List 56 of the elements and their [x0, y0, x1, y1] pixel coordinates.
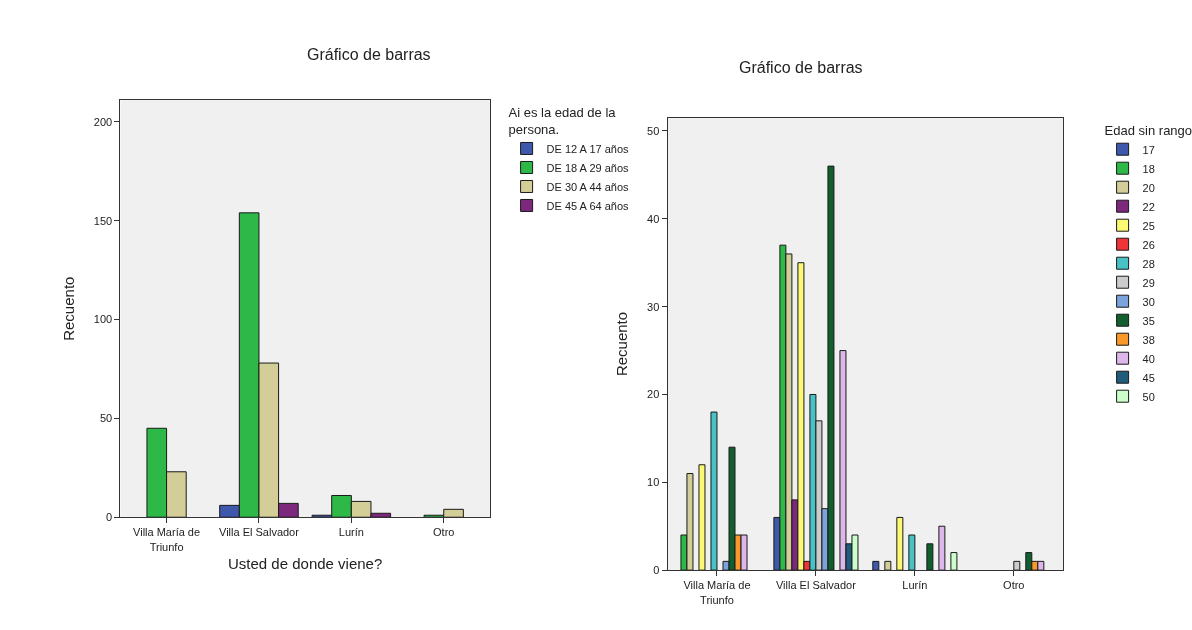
- bar: [839, 350, 847, 571]
- x-tick-label: Lurín: [902, 579, 928, 592]
- y-tick-label: 0: [106, 511, 113, 524]
- legend-label: 22: [1142, 200, 1155, 213]
- x-tick-label: Lurín: [338, 526, 364, 539]
- bar: [1013, 560, 1021, 571]
- y-tick-label: 50: [99, 412, 113, 425]
- legend-label: DE 45 A 64 años: [546, 199, 630, 212]
- chart-title: Gráfico de barras: [307, 46, 431, 63]
- y-axis-title: Recuento: [60, 276, 78, 341]
- bar: [710, 411, 718, 571]
- legend-label: DE 18 A 29 años: [546, 161, 630, 174]
- bar: [698, 464, 706, 571]
- bar: [896, 516, 904, 571]
- y-axis-title: Recuento: [613, 311, 631, 377]
- y-tick-label: 200: [93, 115, 113, 128]
- legend-title: Edad sin rango: [1104, 122, 1192, 138]
- legend-label: 40: [1142, 352, 1155, 365]
- legend-label: 25: [1142, 219, 1155, 232]
- y-tick-label: 50: [647, 124, 660, 137]
- bar: [938, 525, 946, 571]
- bar: [1025, 552, 1033, 571]
- bar: [908, 534, 916, 571]
- x-tick-label: Villa El Salvador: [775, 579, 857, 592]
- legend-title: Ai es la edad de la persona.: [508, 105, 617, 137]
- y-tick-label: 40: [647, 212, 660, 225]
- y-tick-label: 10: [647, 476, 660, 489]
- bar: [950, 552, 958, 571]
- legend-label: 29: [1142, 276, 1155, 289]
- chart-title: Gráfico de barras: [739, 59, 863, 76]
- x-tick-label: Villa María de Triunfo: [683, 579, 751, 606]
- legend-label: 38: [1142, 333, 1155, 346]
- bar: [872, 560, 880, 571]
- legend-label: 28: [1142, 257, 1155, 270]
- legend-label: 18: [1142, 162, 1155, 175]
- legend-label: 35: [1142, 314, 1155, 327]
- legend-label: 50: [1142, 390, 1155, 403]
- legend-label: 30: [1142, 295, 1155, 308]
- bar: [884, 560, 892, 571]
- y-tick-label: 30: [647, 300, 660, 313]
- y-tick-label: 20: [647, 388, 660, 401]
- y-tick-label: 150: [93, 214, 113, 227]
- legend-label: 20: [1142, 181, 1155, 194]
- y-tick-label: 0: [653, 564, 660, 576]
- bar: [926, 543, 934, 571]
- x-tick-label: Villa María de Triunfo: [133, 526, 201, 553]
- legend-label: 17: [1142, 143, 1155, 156]
- legend-label: 26: [1142, 238, 1155, 251]
- legend-label: DE 30 A 44 años: [546, 180, 630, 193]
- legend-label: DE 12 A 17 años: [546, 142, 630, 155]
- x-tick-label: Otro: [1003, 579, 1025, 592]
- x-axis-title: Usted de donde viene?: [228, 554, 383, 572]
- x-tick-label: Villa El Salvador: [219, 526, 300, 539]
- legend-label: 45: [1142, 371, 1155, 384]
- y-tick-label: 100: [93, 313, 113, 326]
- x-tick-label: Otro: [433, 526, 455, 539]
